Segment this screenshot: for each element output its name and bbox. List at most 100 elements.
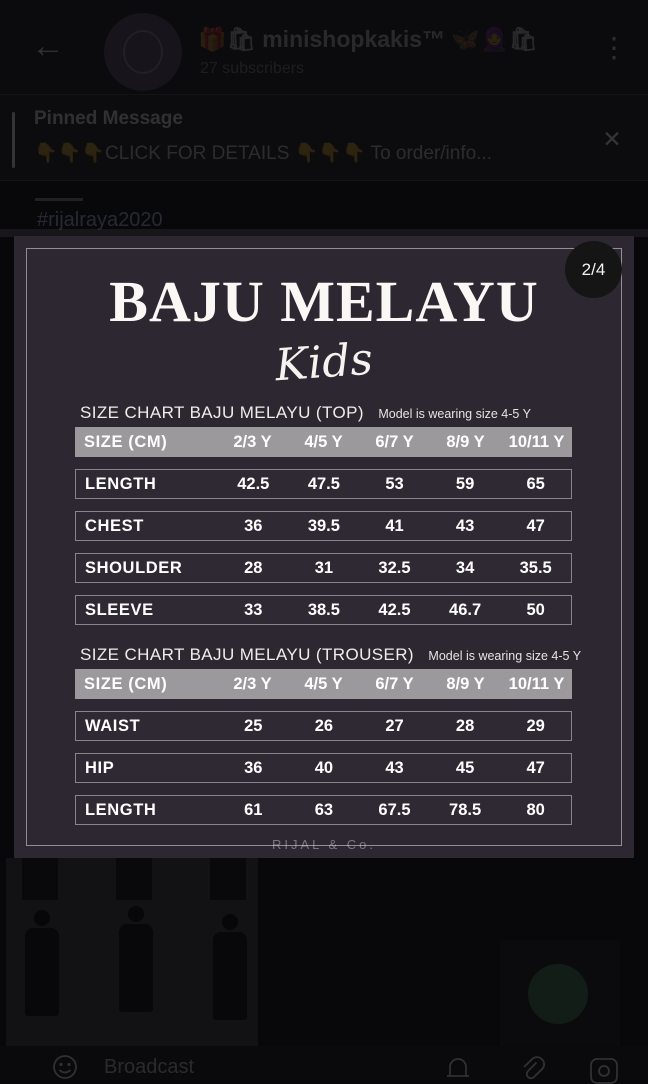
cell: 80 <box>526 800 545 819</box>
cell: 47.5 <box>307 474 340 493</box>
header-cell: 4/5 Y <box>304 674 343 693</box>
section-note: Model is wearing size 4-5 Y <box>428 649 582 663</box>
pin-accent-bar <box>12 112 15 168</box>
app-top-bar: ← 🎁🛍 minishopkakis™ 🦋🧕🛍 27 subscribers ⋮ <box>0 0 648 95</box>
cell: 43 <box>385 758 404 777</box>
close-icon[interactable]: ✕ <box>602 126 622 152</box>
table-row: SLEEVE 33 38.5 42.5 46.7 50 <box>75 595 572 625</box>
photo-figure <box>116 858 152 900</box>
card-title: BAJU MELAYU <box>109 269 539 334</box>
header-cell: 2/3 Y <box>233 674 272 693</box>
product-photo-grid[interactable] <box>6 858 258 1048</box>
cell: 42.5 <box>378 600 411 619</box>
channel-avatar[interactable] <box>104 13 182 91</box>
cell: 28 <box>455 716 475 735</box>
header-cell: 6/7 Y <box>375 674 414 693</box>
header-cell: 2/3 Y <box>233 432 272 451</box>
paperclip-icon[interactable] <box>516 1053 546 1083</box>
pinned-message-label: Pinned Message <box>34 108 183 129</box>
cell: 27 <box>385 716 404 735</box>
table-header-row: SIZE (CM) 2/3 Y 4/5 Y 6/7 Y 8/9 Y 10/11 … <box>75 669 572 699</box>
cell: 35.5 <box>519 558 552 577</box>
row-label: SHOULDER <box>85 558 183 577</box>
photo-figure <box>222 914 238 930</box>
row-label: CHEST <box>85 516 144 535</box>
overflow-menu-icon[interactable]: ⋮ <box>600 32 628 63</box>
dimmed-band <box>0 229 648 237</box>
photo-figure <box>22 858 58 900</box>
channel-title[interactable]: 🎁🛍 minishopkakis™ 🦋🧕🛍 <box>198 26 538 52</box>
pinned-message-preview: 👇👇👇CLICK FOR DETAILS 👇👇👇 To order/info..… <box>34 143 493 164</box>
cell: 43 <box>455 516 475 535</box>
cell: 34 <box>455 558 475 577</box>
trouser-section-heading: SIZE CHART BAJU MELAYU (TROUSER) Model i… <box>80 644 634 667</box>
table-row: CHEST 36 39.5 41 43 47 <box>75 511 572 541</box>
cell: 63 <box>314 800 334 819</box>
cell: 40 <box>314 758 334 777</box>
cell: 32.5 <box>378 558 411 577</box>
message-divider-line <box>35 198 83 201</box>
size-chart-image[interactable]: 2/4 BAJU MELAYU Kids SIZE CHART BAJU MEL… <box>14 236 634 858</box>
row-label: SLEEVE <box>85 600 154 619</box>
avatar-logo <box>123 30 163 74</box>
subscriber-count: 27 subscribers <box>200 60 305 77</box>
cell: 42.5 <box>237 474 270 493</box>
page-counter-badge: 2/4 <box>565 241 622 298</box>
broadcast-input[interactable]: Broadcast <box>104 1056 195 1078</box>
cell: 33 <box>244 600 263 619</box>
cell: 41 <box>385 516 404 535</box>
table-row: LENGTH 61 63 67.5 78.5 80 <box>75 795 572 825</box>
pinned-message-bar[interactable]: Pinned Message 👇👇👇CLICK FOR DETAILS 👇👇👇 … <box>0 95 648 181</box>
back-arrow-icon[interactable]: ← <box>31 27 65 65</box>
cell: 50 <box>526 600 545 619</box>
cell: 26 <box>314 716 334 735</box>
row-label: LENGTH <box>85 800 157 819</box>
cell: 31 <box>314 558 334 577</box>
header-cell: SIZE (CM) <box>84 432 168 451</box>
photo-figure <box>34 910 50 926</box>
row-label: HIP <box>85 758 115 777</box>
emoji-smiley-icon[interactable] <box>50 1052 80 1082</box>
row-label: LENGTH <box>85 474 157 493</box>
cell: 61 <box>244 800 263 819</box>
cell: 38.5 <box>307 600 340 619</box>
cell: 46.7 <box>449 600 482 619</box>
table-row: LENGTH 42.5 47.5 53 59 65 <box>75 469 572 499</box>
table-row: HIP 36 40 43 45 47 <box>75 753 572 783</box>
cell: 53 <box>385 474 404 493</box>
header-cell: 4/5 Y <box>304 432 343 451</box>
section-title: SIZE CHART BAJU MELAYU (TOP) <box>80 403 364 422</box>
header-cell: 8/9 Y <box>446 674 485 693</box>
bell-icon[interactable] <box>444 1054 472 1084</box>
cell: 25 <box>244 716 263 735</box>
message-composer: Broadcast <box>0 1046 648 1084</box>
cell: 65 <box>526 474 545 493</box>
photo-figure <box>128 906 144 922</box>
cell: 39.5 <box>307 516 340 535</box>
brand-footer: RIJAL & Co. <box>271 837 377 852</box>
cell: 36 <box>244 516 263 535</box>
section-note: Model is wearing size 4-5 Y <box>378 407 531 421</box>
table-header-row: SIZE (CM) 2/3 Y 4/5 Y 6/7 Y 8/9 Y 10/11 … <box>75 427 572 457</box>
cell: 59 <box>455 474 475 493</box>
table-row: SHOULDER 28 31 32.5 34 35.5 <box>75 553 572 583</box>
cell: 45 <box>455 758 475 777</box>
header-cell: 8/9 Y <box>446 432 485 451</box>
header-cell: 10/11 Y <box>508 432 565 451</box>
cell: 67.5 <box>378 800 411 819</box>
row-label: WAIST <box>85 716 141 735</box>
dimmed-green-badge <box>528 964 588 1024</box>
cell: 47 <box>526 758 545 777</box>
cell: 28 <box>244 558 263 577</box>
cell: 29 <box>526 716 545 735</box>
photo-figure <box>213 932 247 1020</box>
top-section-heading: SIZE CHART BAJU MELAYU (TOP) Model is we… <box>80 402 634 425</box>
photo-figure <box>210 858 246 900</box>
hashtag-link[interactable]: #rijalraya2020 <box>37 209 163 231</box>
photo-figure <box>25 928 59 1016</box>
photo-figure <box>119 924 153 1012</box>
header-cell: 10/11 Y <box>508 674 565 693</box>
header-cell: 6/7 Y <box>375 432 414 451</box>
cell: 47 <box>526 516 545 535</box>
table-row: WAIST 25 26 27 28 29 <box>75 711 572 741</box>
